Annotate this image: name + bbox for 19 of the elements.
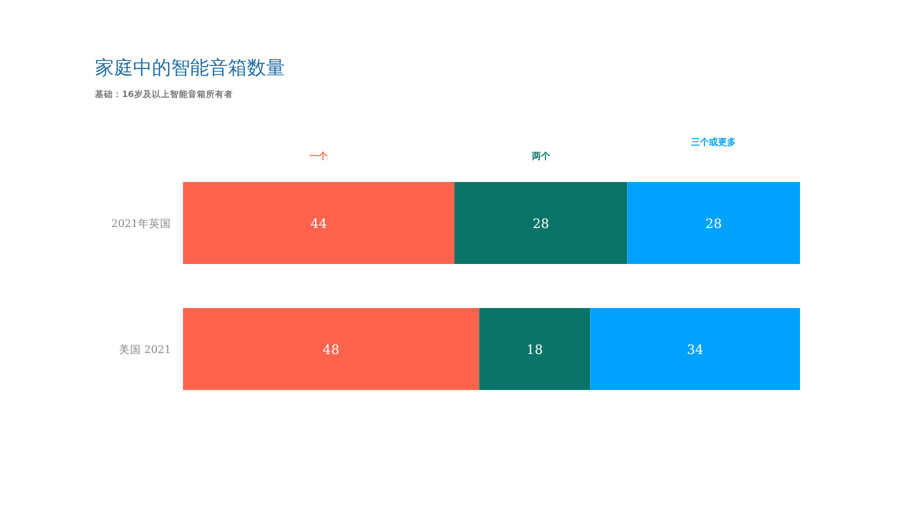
- data-label: 48: [322, 343, 340, 358]
- text: 三个或更多: [691, 137, 736, 148]
- bar: [627, 182, 800, 264]
- y-tick-label: 2021年英国: [111, 217, 171, 230]
- data-label: 44: [310, 217, 328, 232]
- chart-subtitle: 基础：16岁及以上智能音箱所有者: [94, 89, 233, 100]
- bar: [590, 308, 800, 390]
- data-label: 18: [526, 343, 543, 358]
- bar: [183, 182, 454, 264]
- text: 两个: [530, 151, 551, 162]
- bar: [479, 308, 590, 390]
- text: 一个: [310, 151, 329, 162]
- bar: [183, 308, 480, 390]
- data-label: 34: [686, 343, 704, 358]
- data-label: 28: [532, 217, 550, 232]
- bar: [454, 182, 628, 264]
- chart-title: 家庭中的智能音箱数量: [95, 57, 285, 79]
- y-tick-label: 美国 2021: [118, 343, 171, 356]
- data-label: 28: [705, 217, 722, 232]
